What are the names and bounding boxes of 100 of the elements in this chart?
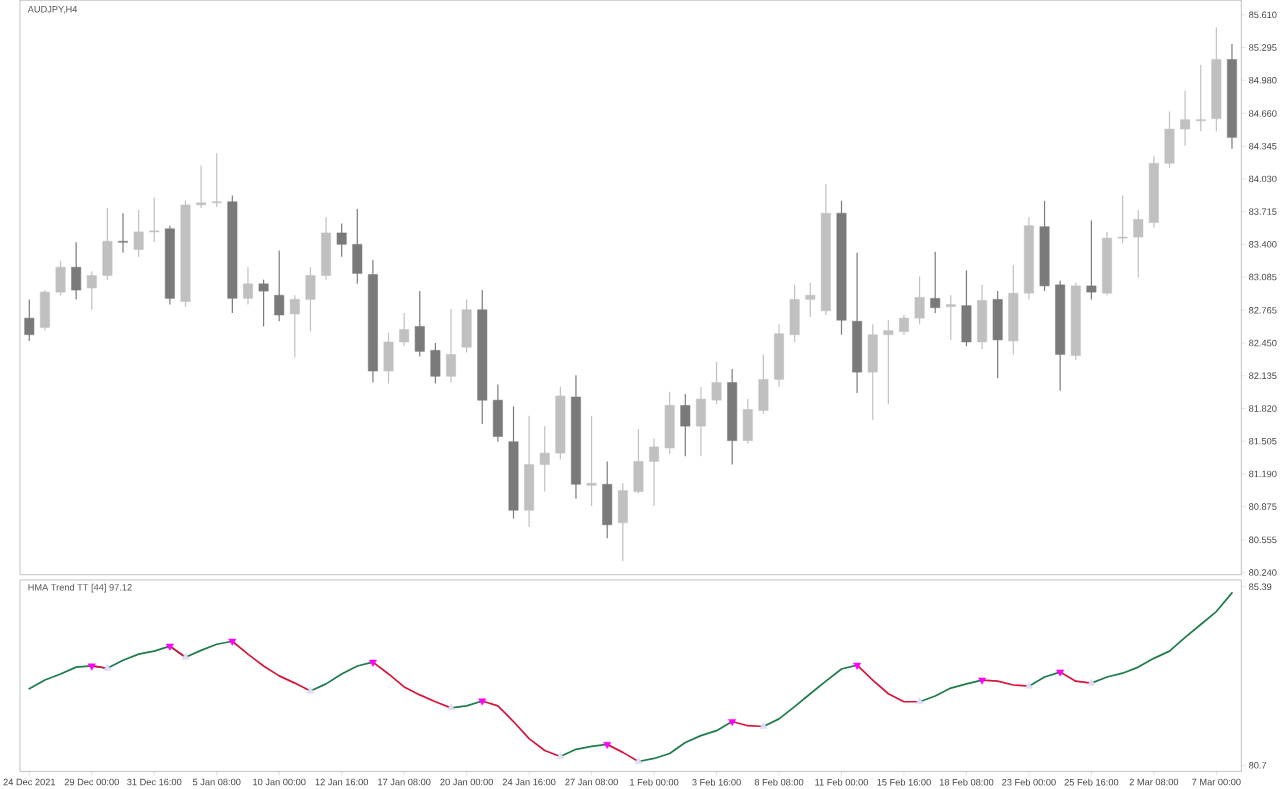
point bbox=[634, 757, 643, 765]
candlestick bbox=[758, 354, 769, 415]
x-tick-label: 20 Jan 00:00 bbox=[440, 778, 493, 786]
candlestick bbox=[1195, 64, 1206, 132]
y-tick-label: 82.450 bbox=[1249, 339, 1277, 347]
point bbox=[1087, 678, 1096, 686]
y-tick-label: 80.875 bbox=[1249, 503, 1277, 511]
candlestick bbox=[305, 266, 316, 333]
candlestick bbox=[508, 405, 519, 520]
candlestick bbox=[211, 152, 222, 208]
candlestick bbox=[196, 165, 207, 209]
candlestick bbox=[1039, 200, 1050, 292]
point bbox=[603, 742, 612, 750]
candlestick bbox=[539, 425, 550, 493]
candlestick bbox=[274, 250, 285, 323]
candlestick bbox=[742, 398, 753, 445]
candlestick bbox=[836, 200, 847, 336]
point bbox=[103, 663, 112, 671]
candlestick bbox=[477, 289, 488, 425]
x-tick-label: 3 Feb 16:00 bbox=[692, 778, 741, 786]
candlestick bbox=[133, 209, 144, 258]
y-tick-label: 84.345 bbox=[1249, 143, 1277, 150]
point bbox=[1024, 681, 1033, 689]
candlestick bbox=[71, 241, 82, 301]
y-tick-label: 81.505 bbox=[1249, 438, 1277, 445]
candlestick bbox=[602, 461, 613, 540]
y-tick-label: 84.980 bbox=[1249, 77, 1277, 84]
x-tick-label: 5 Jan 08:00 bbox=[192, 778, 241, 786]
candlestick bbox=[1180, 90, 1191, 147]
point bbox=[556, 752, 565, 760]
candlestick bbox=[258, 279, 269, 328]
x-tick-label: 24 Jan 16:00 bbox=[502, 778, 556, 786]
point bbox=[978, 677, 986, 685]
candlestick bbox=[336, 223, 347, 258]
candlestick bbox=[914, 276, 925, 326]
candlestick bbox=[992, 290, 1003, 380]
y-tick-label: 85.610 bbox=[1249, 11, 1277, 19]
x-tick-label: 11 Feb 00:00 bbox=[815, 778, 869, 786]
y-tick-label: 80.7 bbox=[1249, 762, 1267, 769]
candlestick bbox=[680, 393, 691, 458]
candlestick bbox=[1070, 282, 1081, 361]
candlestick bbox=[55, 260, 66, 297]
candlestick bbox=[24, 299, 35, 342]
point bbox=[368, 659, 377, 667]
y-tick-label: 81.190 bbox=[1249, 470, 1277, 478]
chart-title: HMA Trend TT [44] 97.12 bbox=[28, 584, 132, 593]
candlestick bbox=[118, 212, 128, 254]
y-tick-label: 83.400 bbox=[1249, 241, 1277, 248]
x-tick-label: 24 Dec 2021 bbox=[3, 778, 56, 786]
y-tick-label: 81.820 bbox=[1249, 405, 1277, 412]
candlestick bbox=[383, 332, 394, 385]
x-tick-label: 25 Feb 16:00 bbox=[1064, 778, 1119, 786]
x-tick-label: 27 Jan 08:00 bbox=[565, 778, 618, 786]
candlestick bbox=[352, 208, 363, 285]
candlestick bbox=[711, 361, 722, 406]
y-tick-label: 84.030 bbox=[1249, 175, 1277, 183]
y-tick-label: 80.240 bbox=[1249, 569, 1277, 577]
y-tick-label: 80.555 bbox=[1249, 536, 1277, 544]
candlestick bbox=[1055, 280, 1066, 392]
candlestick bbox=[789, 284, 800, 343]
candlestick bbox=[289, 294, 300, 359]
candlestick bbox=[86, 270, 97, 311]
candlestick bbox=[586, 415, 597, 507]
candlestick bbox=[461, 299, 472, 354]
y-tick-label: 83.085 bbox=[1249, 274, 1277, 281]
point bbox=[306, 686, 315, 694]
x-tick-label: 1 Feb 00:00 bbox=[630, 778, 679, 786]
candlestick bbox=[1133, 209, 1144, 279]
point bbox=[1056, 669, 1065, 677]
point bbox=[165, 643, 174, 651]
candlestick bbox=[805, 282, 816, 318]
point bbox=[478, 698, 487, 706]
point bbox=[728, 719, 737, 727]
x-tick-label: 17 Jan 08:00 bbox=[378, 778, 431, 786]
y-tick-label: 82.135 bbox=[1249, 372, 1277, 380]
candlestick bbox=[664, 391, 675, 455]
x-tick-label: 15 Feb 16:00 bbox=[877, 778, 931, 786]
y-tick-label: 84.660 bbox=[1249, 110, 1277, 117]
x-tick-label: 7 Mar 00:00 bbox=[1192, 778, 1241, 786]
x-tick-label: 18 Feb 08:00 bbox=[939, 778, 994, 786]
candlestick bbox=[945, 294, 956, 341]
x-tick-label: 23 Feb 00:00 bbox=[1002, 778, 1056, 786]
candlestick bbox=[1008, 264, 1019, 356]
candlestick bbox=[227, 195, 238, 314]
candlestick bbox=[961, 269, 972, 347]
candlestick bbox=[1117, 195, 1128, 245]
candlestick bbox=[399, 312, 410, 347]
candlestick bbox=[149, 197, 160, 244]
candlestick bbox=[430, 342, 441, 385]
point bbox=[87, 663, 96, 671]
candlestick bbox=[1164, 111, 1175, 169]
y-tick-label: 85.39 bbox=[1249, 583, 1272, 591]
x-tick-label: 10 Jan 00:00 bbox=[253, 778, 306, 786]
x-tick-label: 2 Mar 08:00 bbox=[1129, 778, 1179, 786]
candlestick bbox=[1086, 220, 1097, 301]
x-tick-label: 31 Dec 16:00 bbox=[127, 778, 182, 786]
candlestick bbox=[414, 290, 425, 358]
point bbox=[853, 663, 862, 670]
candlestick bbox=[883, 319, 894, 406]
y-tick-label: 85.295 bbox=[1249, 44, 1277, 51]
